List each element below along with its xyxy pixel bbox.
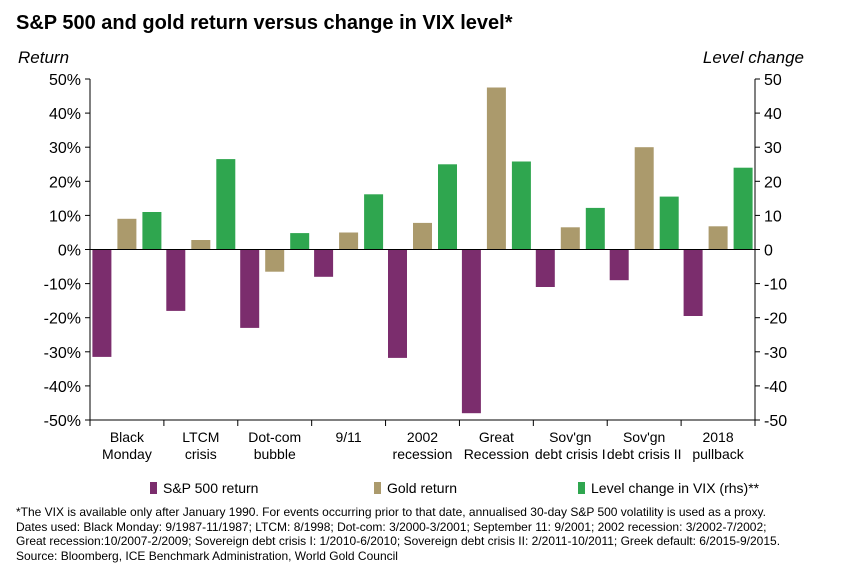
bar-sp500 (388, 249, 407, 358)
bar-vix (216, 159, 236, 250)
y-axis-right-label: Level change (702, 48, 804, 67)
y-tick-label-left: 10% (49, 208, 81, 225)
y-axis-left-label: Return (18, 48, 70, 67)
bar-vix (733, 167, 753, 250)
bar-vix (659, 196, 679, 250)
bar-sp500 (683, 249, 703, 316)
legend-swatch-gold (374, 482, 381, 494)
x-tick-label: Sov'gn debt crisis I (535, 429, 606, 462)
y-tick-label-right: -40 (764, 379, 787, 396)
bar-vix (511, 161, 531, 250)
y-tick-label-right: 0 (764, 243, 773, 260)
footnotes: *The VIX is available only after January… (16, 505, 780, 563)
x-tick-label: 9/11 (336, 429, 362, 445)
y-tick-label-left: 0% (58, 243, 81, 260)
bar-chart: 50% 40% 30% 20% 10% 0% -10% -20% -30% -40% -50% 50 4… (44, 72, 788, 462)
bar-vix (438, 164, 457, 250)
legend-label-sp500: S&P 500 return (163, 480, 259, 496)
y-tick-label-right: 20 (764, 174, 782, 191)
y-tick-label-right: 30 (764, 140, 782, 157)
y-tick-label-left: -10% (44, 277, 81, 294)
chart-title: S&P 500 and gold return versus change in… (16, 12, 513, 34)
y-tick-label-right: 10 (764, 208, 782, 225)
bar-vix (142, 212, 162, 250)
y-tick-label-right: -30 (764, 345, 787, 362)
bar-sp500 (166, 249, 186, 311)
y-tick-label-right: -10 (764, 277, 787, 294)
legend-swatch-sp500 (150, 482, 157, 494)
y-tick-label-left: -40% (44, 379, 81, 396)
bar-sp500 (92, 249, 112, 357)
footnote-line: Great recession:10/2007-2/2009; Sovereig… (16, 534, 781, 549)
bar-sp500 (609, 249, 629, 281)
bar-gold (708, 226, 728, 250)
bar-gold (191, 240, 211, 250)
x-tick-label: Sov'gn debt crisis II (607, 429, 682, 462)
y-tick-label-right: -20 (764, 311, 787, 328)
legend-item-gold: Gold return (374, 480, 457, 496)
legend-swatch-vix (578, 482, 585, 494)
x-tick-label: 2002 recession (393, 429, 453, 462)
bar-gold (339, 232, 359, 250)
x-tick-label: LTCM crisis (182, 429, 219, 462)
x-tick-label: Great Recession (464, 429, 529, 462)
bar-gold (560, 227, 580, 250)
bar-vix (290, 233, 310, 250)
bar-sp500 (535, 249, 555, 287)
y-tick-label-left: -50% (44, 413, 81, 430)
bar-gold (634, 147, 654, 250)
bar-gold (486, 87, 506, 250)
y-tick-label-left: -20% (44, 311, 81, 328)
y-tick-label-right: -50 (764, 413, 787, 430)
footnote-line: Dates used: Black Monday: 9/1987-11/1987… (16, 519, 767, 534)
x-tick-label: 2018 pullback (692, 429, 744, 462)
bar-gold (413, 222, 432, 250)
bar-gold (117, 218, 137, 250)
bar-gold (265, 249, 285, 272)
legend-item-vix: Level change in VIX (rhs)** (578, 480, 759, 496)
footnote-line: *The VIX is available only after January… (16, 505, 766, 519)
x-tick-label: Dot-com bubble (248, 429, 301, 462)
legend-label-gold: Gold return (387, 480, 458, 496)
bar-vix (364, 194, 384, 250)
y-tick-label-left: 30% (49, 140, 81, 157)
legend-label-vix: Level change in VIX (rhs)** (591, 480, 760, 496)
legend-item-sp500: S&P 500 return (150, 480, 258, 496)
y-tick-label-left: 50% (49, 72, 81, 89)
y-tick-label-right: 50 (764, 72, 782, 89)
x-tick-label: Black Monday (102, 429, 152, 462)
y-tick-label-left: 20% (49, 174, 81, 191)
bar-sp500 (461, 249, 481, 414)
y-tick-label-left: -30% (44, 345, 81, 362)
bar-sp500 (240, 249, 260, 328)
footnote-line: Source: Bloomberg, ICE Benchmark Adminis… (16, 548, 398, 563)
bar-sp500 (314, 249, 334, 277)
y-tick-label-right: 40 (764, 106, 782, 123)
y-tick-label-left: 40% (49, 106, 81, 123)
bar-vix (585, 207, 605, 250)
